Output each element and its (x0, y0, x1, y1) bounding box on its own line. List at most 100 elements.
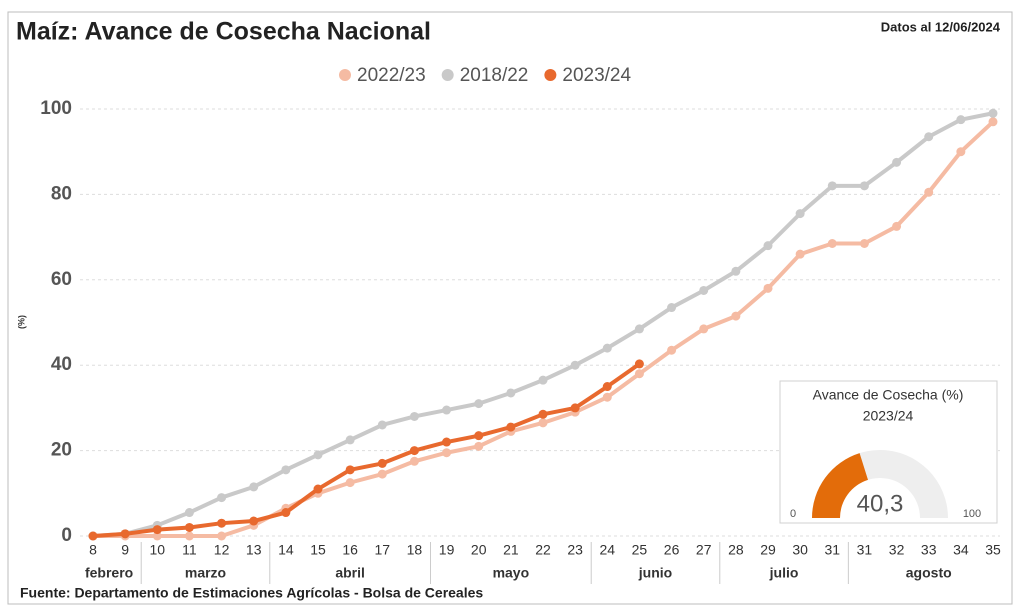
point (249, 482, 259, 492)
y-axis-label: (%) (16, 315, 26, 329)
x-tick-label: 30 (792, 542, 808, 558)
point (956, 147, 966, 157)
x-tick-label: 35 (985, 542, 1001, 558)
point (217, 493, 227, 503)
point (217, 518, 227, 528)
point (602, 343, 612, 353)
point (634, 369, 644, 379)
y-tick-label: 40 (51, 354, 72, 375)
point (570, 360, 580, 370)
point (602, 382, 612, 392)
month-label: abril (335, 565, 365, 581)
point (184, 531, 194, 541)
x-tick-label: 31 (824, 542, 840, 558)
legend-label: 2018/22 (460, 65, 529, 86)
x-tick-label: 23 (567, 542, 583, 558)
point (377, 458, 387, 468)
point (538, 418, 548, 428)
point (538, 375, 548, 385)
point (184, 522, 194, 532)
x-tick-label: 33 (921, 542, 937, 558)
point (795, 209, 805, 219)
point (763, 283, 773, 293)
point (313, 484, 323, 494)
x-tick-label: 17 (374, 542, 390, 558)
point (217, 531, 227, 541)
point (152, 531, 162, 541)
point (506, 422, 516, 432)
point (699, 324, 709, 334)
legend-marker (339, 69, 351, 81)
point (634, 324, 644, 334)
x-tick-label: 22 (535, 542, 551, 558)
x-tick-label: 21 (503, 542, 519, 558)
x-tick-label: 29 (760, 542, 776, 558)
point (377, 420, 387, 430)
point (988, 117, 998, 127)
point (699, 285, 709, 295)
point (152, 525, 162, 535)
x-tick-label: 19 (439, 542, 455, 558)
point (377, 469, 387, 479)
x-tick-label: 14 (278, 542, 294, 558)
point (859, 181, 869, 191)
point (570, 403, 580, 413)
month-label: julio (769, 565, 799, 581)
point (731, 266, 741, 276)
y-tick-label: 0 (61, 525, 72, 546)
point (731, 311, 741, 321)
x-tick-label: 20 (471, 542, 487, 558)
legend-marker (441, 69, 454, 81)
point (345, 478, 355, 488)
point (281, 508, 291, 518)
point (827, 181, 837, 191)
x-tick-label: 27 (696, 542, 712, 558)
point (667, 345, 677, 355)
point (795, 249, 805, 259)
y-tick-label: 20 (51, 440, 72, 461)
chart-title: Maíz: Avance de Cosecha Nacional (16, 18, 431, 46)
gauge-min: 0 (790, 508, 796, 520)
point (892, 157, 902, 167)
y-tick-label: 80 (51, 183, 72, 204)
x-tick-label: 9 (121, 542, 129, 558)
point (442, 448, 452, 458)
point (859, 239, 869, 249)
point (956, 115, 966, 125)
gauge-title: Avance de Cosecha (%) (813, 387, 964, 403)
y-tick-label: 100 (40, 98, 72, 119)
point (474, 399, 484, 409)
x-tick-label: 28 (728, 542, 744, 558)
x-tick-label: 8 (89, 542, 97, 558)
x-tick-label: 16 (342, 542, 358, 558)
point (281, 465, 291, 475)
gauge: Avance de Cosecha (%) 2023/24 0 100 40,3 (779, 380, 998, 524)
point (249, 516, 259, 526)
month-label: agosto (906, 565, 952, 581)
point (409, 456, 419, 466)
point (988, 108, 998, 118)
point (634, 359, 644, 369)
point (409, 411, 419, 421)
gauge-max: 100 (963, 508, 981, 520)
point (892, 221, 902, 231)
point (120, 529, 130, 539)
point (827, 239, 837, 249)
legend-marker (544, 69, 557, 81)
legend-label: 2023/24 (562, 65, 631, 86)
point (409, 446, 419, 456)
point (345, 465, 355, 475)
y-tick-label: 60 (51, 269, 72, 290)
point (88, 531, 98, 541)
month-label: junio (638, 565, 672, 581)
x-tick-label: 34 (953, 542, 969, 558)
point (667, 303, 677, 313)
x-tick-label: 13 (246, 542, 262, 558)
x-tick-label: 25 (632, 542, 648, 558)
x-tick-label: 15 (310, 542, 326, 558)
source: Fuente: Departamento de Estimaciones Agr… (20, 585, 483, 601)
point (184, 508, 194, 518)
x-tick-label: 26 (664, 542, 680, 558)
point (924, 187, 934, 197)
month-label: marzo (185, 565, 226, 581)
